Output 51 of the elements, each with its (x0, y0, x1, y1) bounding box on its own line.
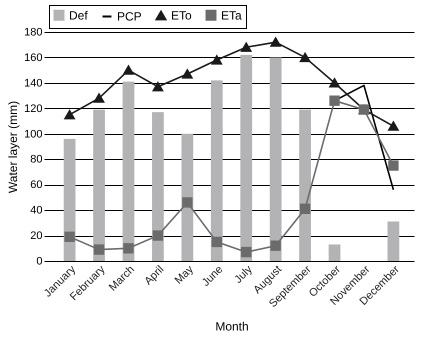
point (388, 122, 399, 131)
x-tick-label: May (172, 263, 196, 287)
bar (93, 110, 105, 261)
y-tick-label: 20 (30, 230, 42, 242)
point (123, 66, 134, 75)
point (123, 243, 134, 254)
y-tick-label: 0 (36, 256, 42, 268)
point (212, 236, 222, 248)
y-tick-label: 60 (30, 179, 42, 192)
y-tick-label: 100 (24, 128, 42, 140)
point (300, 52, 310, 62)
point (182, 197, 193, 208)
point (64, 232, 75, 242)
bar (388, 222, 400, 261)
x-axis-title: Month (215, 319, 249, 334)
y-tick-label: 120 (24, 102, 42, 115)
bar (122, 82, 134, 261)
point (388, 160, 399, 171)
point (241, 42, 252, 52)
bar (240, 54, 252, 261)
point (329, 96, 340, 106)
x-tick-label: July (232, 263, 256, 286)
bar (328, 244, 340, 261)
legend-label: ETa (221, 8, 242, 22)
bar (64, 138, 76, 261)
bar (299, 110, 311, 261)
legend-label: ETo (171, 8, 192, 23)
point (270, 38, 281, 47)
bar (152, 112, 164, 261)
y-tick-label: 80 (30, 154, 42, 166)
point (270, 240, 281, 251)
y-tick-label: 40 (30, 204, 42, 217)
legend-label: Def (69, 8, 88, 22)
point (182, 69, 193, 79)
point (64, 110, 75, 120)
point (94, 244, 104, 255)
point (212, 55, 222, 65)
bar (270, 57, 282, 261)
point (329, 78, 340, 88)
y-axis-title: Water layer (mm) (6, 100, 20, 194)
bar (181, 134, 194, 261)
y-tick-label: 160 (24, 52, 42, 64)
bar (210, 80, 223, 261)
point (94, 94, 104, 103)
y-tick-label: 180 (24, 26, 42, 38)
point (300, 204, 310, 214)
point (152, 230, 164, 241)
y-tick-label: 140 (24, 77, 42, 90)
legend-label: PCP (117, 10, 142, 24)
point (241, 246, 252, 258)
point (152, 82, 164, 92)
